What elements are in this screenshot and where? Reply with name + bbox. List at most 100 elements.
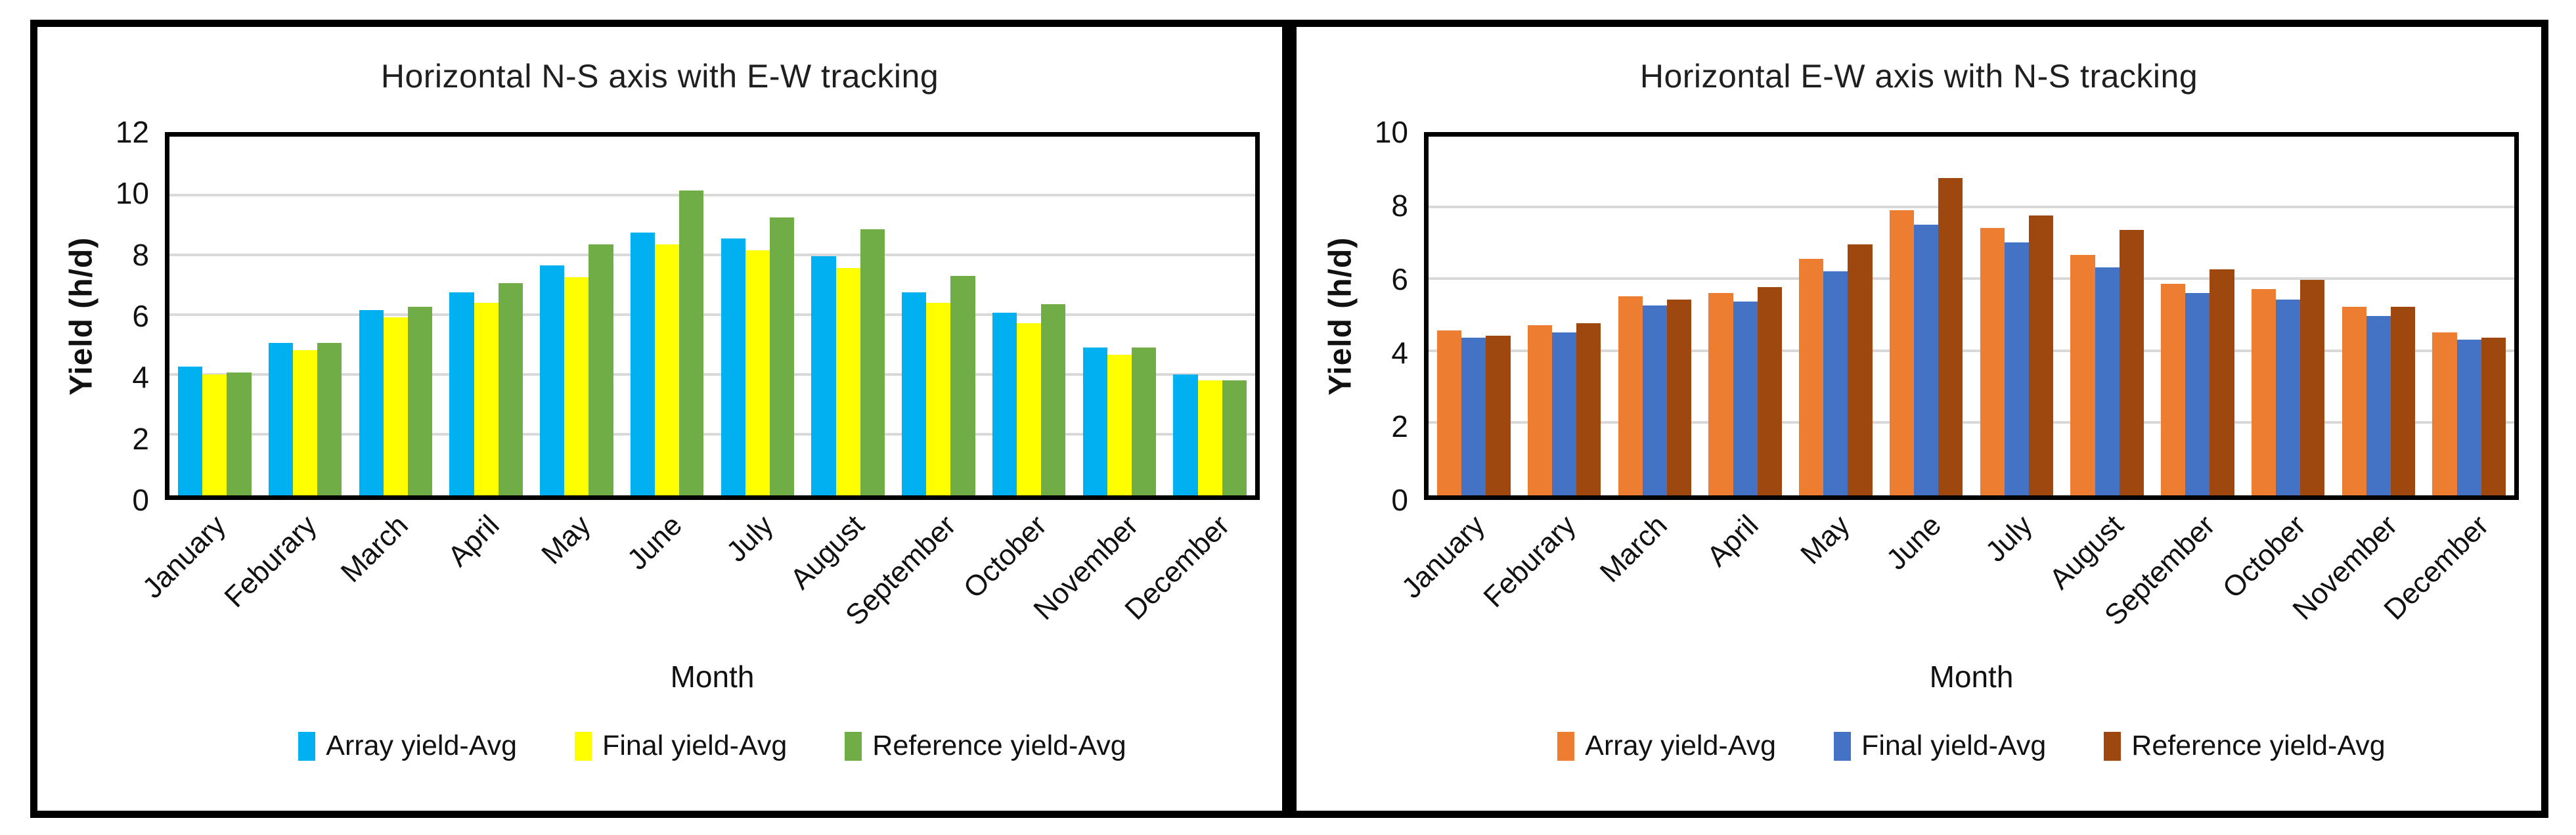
bar-group [893, 137, 984, 495]
legend: Array yield-Avg Final yield-Avg Reference … [1424, 730, 2519, 762]
y-tick-label: 4 [1391, 336, 1408, 370]
bar [1914, 224, 1939, 495]
bar [926, 302, 951, 495]
y-axis-title: Yield (h/d) [1323, 237, 1358, 395]
bar [2004, 242, 2029, 495]
bar [1889, 210, 1915, 495]
y-tick-label: 10 [115, 176, 149, 211]
bar [1938, 177, 1963, 495]
bar [1708, 292, 1733, 495]
x-axis-title: Month [670, 660, 755, 694]
bar-group [803, 137, 893, 495]
x-tick-label: July [1979, 508, 2039, 568]
legend: Array yield-Avg Final yield-Avg Reference … [165, 730, 1260, 762]
bar [2185, 292, 2210, 495]
bar-group [441, 137, 531, 495]
x-tick-label: March [334, 508, 414, 589]
x-axis-tick-labels: January Feburary March April May June July Augu… [1396, 500, 2519, 656]
bar [449, 292, 474, 495]
x-tick-label: January [1395, 508, 1491, 605]
x-tick-label: October [957, 508, 1054, 605]
bar [1017, 323, 1042, 495]
bar [1576, 323, 1601, 495]
bar-group [984, 137, 1075, 495]
bar-group [1881, 137, 1972, 495]
bar [1107, 355, 1132, 495]
chart-body: Yield (h/d) 0 2 4 6 8 10 12 January Feburary Mar… [37, 117, 1282, 762]
bar [2390, 307, 2416, 495]
bar [2456, 339, 2481, 495]
bar [1980, 228, 2005, 495]
gridline [169, 194, 1255, 196]
bar [769, 217, 795, 495]
bar [268, 342, 294, 495]
plot-area [1424, 132, 2519, 500]
bar [2300, 280, 2325, 495]
bar-group [260, 137, 351, 495]
x-axis-title: Month [1929, 660, 2014, 694]
legend-item: Array yield-Avg [298, 730, 517, 762]
bar [540, 265, 565, 495]
bar [721, 238, 745, 495]
bar [1461, 337, 1486, 495]
bar [2432, 332, 2457, 495]
y-tick-label: 0 [1391, 483, 1408, 517]
x-tick-label: August [784, 508, 871, 596]
bar [2366, 316, 2391, 495]
bar [1757, 287, 1782, 495]
bar [2028, 215, 2054, 495]
bar [2095, 267, 2120, 495]
y-tick-label: 12 [115, 115, 149, 149]
bar-group [2334, 137, 2424, 495]
legend-item: Reference yield-Avg [845, 730, 1126, 762]
legend-swatch [1834, 731, 1852, 761]
y-tick-label: 4 [132, 360, 149, 395]
bar [2342, 307, 2366, 495]
legend-label: Final yield-Avg [1861, 730, 2047, 761]
bar [1666, 300, 1692, 495]
bar [178, 367, 203, 495]
bar-group [1790, 137, 1881, 495]
bar-group [2152, 137, 2243, 495]
bar-group [713, 137, 803, 495]
x-tick-label: April [1700, 508, 1765, 573]
gridline [169, 373, 1255, 376]
x-axis-tick-labels: January Feburary March April May June July Augu… [137, 500, 1260, 656]
bar-group [2062, 137, 2152, 495]
bar [1041, 304, 1066, 495]
legend-item: Reference yield-Avg [2104, 730, 2386, 762]
x-tick-label: June [1880, 508, 1947, 577]
chart-panel-ns-axis: Horizontal N-S axis with E-W tracking Yi… [30, 20, 1289, 818]
gridline [1429, 420, 2514, 424]
bar [860, 229, 885, 495]
y-tick-label: 10 [1374, 115, 1408, 149]
bar-group [1519, 137, 1610, 495]
bar [407, 307, 433, 495]
bar [2276, 300, 2301, 495]
gridline [1429, 349, 2514, 352]
y-axis-title: Yield (h/d) [64, 237, 99, 395]
plot-area [165, 132, 1260, 500]
legend-swatch [845, 731, 862, 761]
bar [2251, 289, 2276, 495]
bar [1082, 347, 1107, 495]
bar-group [1075, 137, 1165, 495]
bar-group [1429, 137, 1519, 495]
bar [2070, 255, 2095, 495]
bar [1848, 244, 1873, 495]
bar-groups [169, 137, 1255, 495]
bar-group [2424, 137, 2514, 495]
bar-group [169, 137, 260, 495]
bar [383, 317, 408, 495]
x-tick-label: August [2043, 508, 2130, 596]
bar [679, 190, 704, 495]
x-tick-label: May [1794, 508, 1856, 571]
bar [835, 268, 860, 495]
legend-item: Final yield-Avg [575, 730, 787, 762]
bar [588, 244, 613, 495]
bar [1642, 305, 1667, 495]
bar [474, 302, 499, 495]
x-tick-label: Feburary [1477, 508, 1582, 614]
legend-swatch [2104, 731, 2121, 761]
